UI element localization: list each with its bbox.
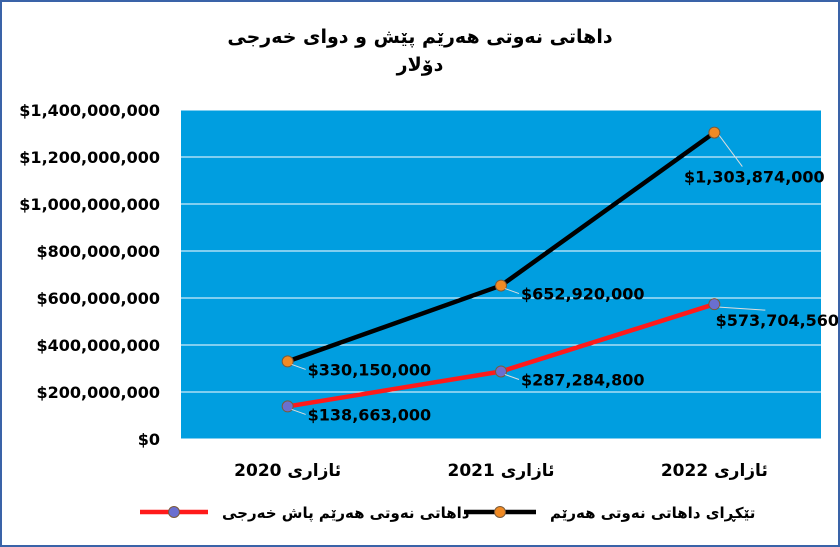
chart-title: داهاتی نەوتی هەرێم پێش و دوای خەرجی xyxy=(227,26,612,48)
data-label: $330,150,000 xyxy=(308,360,431,379)
y-tick-label: $400,000,000 xyxy=(37,336,160,355)
y-tick-label: $600,000,000 xyxy=(37,289,160,308)
legend-swatch-marker xyxy=(494,506,506,518)
data-point xyxy=(495,279,507,292)
x-tick-label: ئازاری 2021 xyxy=(448,461,555,481)
y-tick-label: $200,000,000 xyxy=(37,383,160,402)
label-leader-line xyxy=(718,135,743,167)
y-tick-label: $1,000,000,000 xyxy=(19,195,160,214)
series-layer xyxy=(281,126,721,413)
data-point xyxy=(495,365,507,378)
data-label: $138,663,000 xyxy=(308,405,431,424)
data-point xyxy=(708,298,721,311)
legend-label: تێکڕای داهاتی نەوتی هەرێم xyxy=(550,504,755,522)
label-leader-line xyxy=(719,306,766,311)
legend-label: داهاتی نەوتی هەرێم پاش خەرجی xyxy=(222,504,470,523)
y-tick-label: $0 xyxy=(138,430,160,449)
x-axis-ticks: ئازاری 2020 ئازاری 2021 ئازاری 2022 xyxy=(234,461,768,481)
data-point xyxy=(281,355,294,368)
data-labels: $330,150,000 $652,920,000 $1,303,874,000 $1… xyxy=(291,135,838,424)
y-axis-ticks: $0 $200,000,000 $400,000,000 $600,000,000 $8… xyxy=(19,101,160,449)
legend: تێکڕای داهاتی نەوتی هەرێم داهاتی نەوتی هە… xyxy=(140,504,755,523)
x-tick-label: ئازاری 2020 xyxy=(234,461,341,481)
gridlines xyxy=(181,109,821,440)
legend-swatch-marker xyxy=(168,506,180,518)
data-point xyxy=(708,126,721,139)
label-leader-line xyxy=(291,408,306,415)
data-label: $573,704,560 xyxy=(716,311,838,330)
data-label: $287,284,800 xyxy=(521,370,644,389)
y-tick-label: $1,400,000,000 xyxy=(19,101,160,120)
data-label: $1,303,874,000 xyxy=(684,168,825,187)
y-tick-label: $1,200,000,000 xyxy=(19,148,160,167)
label-leader-line xyxy=(291,363,306,370)
data-point xyxy=(281,400,294,413)
y-tick-label: $800,000,000 xyxy=(37,242,160,261)
label-leader-line xyxy=(504,288,520,295)
plot-area xyxy=(181,110,821,439)
label-leader-line xyxy=(504,374,520,380)
x-tick-label: ئازاری 2022 xyxy=(661,461,768,481)
data-label: $652,920,000 xyxy=(521,285,644,304)
chart-subtitle: دۆلار xyxy=(396,54,444,76)
